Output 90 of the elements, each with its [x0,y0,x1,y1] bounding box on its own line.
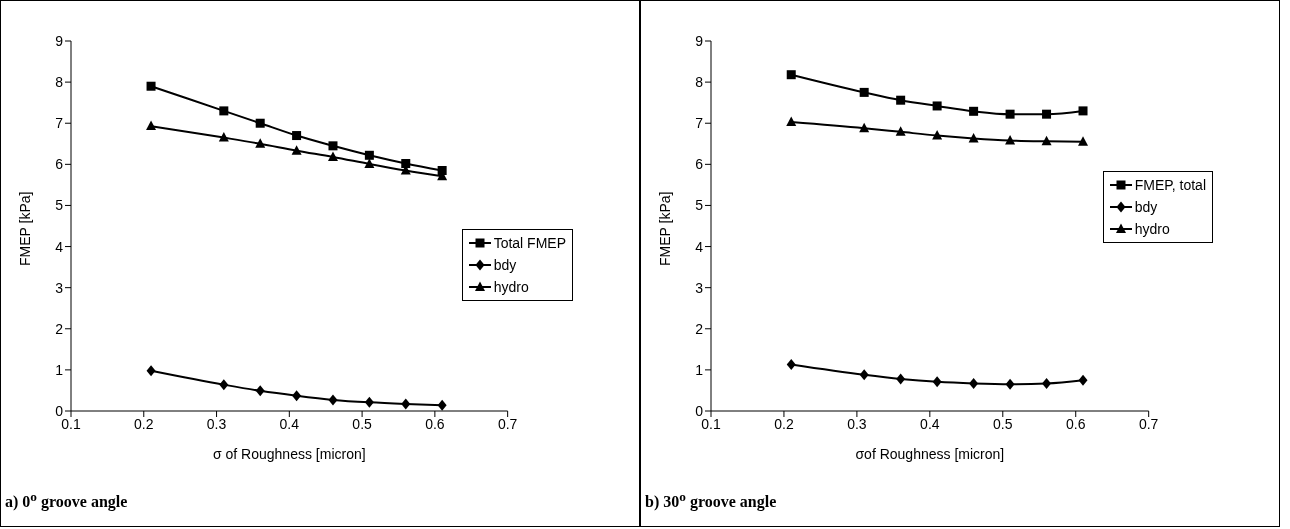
point [364,158,375,168]
x-tick-label: 0.7 [497,415,518,432]
x-tick-label: 0.1 [701,415,721,432]
y-tick-label: 2 [695,320,704,337]
x-tick-label: 0.2 [134,415,154,432]
y-tick-label: 4 [55,238,64,255]
point [1078,374,1088,386]
point [1005,378,1015,390]
x-tick-label: 0.7 [1138,415,1159,432]
point [146,365,156,377]
legend-label: Total FMEP [493,235,566,251]
y-tick-label: 0 [55,402,64,419]
point [786,116,797,126]
y-tick-label: 0 [695,402,704,419]
point [146,81,156,91]
legend-label: bdy [493,257,517,273]
point [146,120,157,131]
point [932,130,943,140]
y-tick-label: 1 [695,361,704,378]
text: a) 0$^{o}$ groove angle [5,489,128,511]
point [328,394,338,406]
point [327,151,338,161]
point [364,150,374,160]
point [1042,377,1052,389]
point [1041,135,1052,146]
point [219,106,229,116]
x-tick-label: 0.2 [774,415,794,432]
point [932,101,942,111]
point [859,122,870,133]
point [969,377,979,389]
point [1005,109,1015,119]
y-tick-label: 6 [55,156,64,173]
x-tick-label: 0.4 [279,415,300,432]
x-tick-label: 0.6 [425,415,445,432]
point [401,159,411,169]
point [218,132,229,142]
y-tick-label: 8 [55,74,64,91]
y-axis-title: FMEP [kPa] [16,191,33,266]
y-tick-label: 2 [55,320,64,337]
y-tick-label: 5 [55,197,64,214]
point [1042,109,1052,119]
y-tick-label: 7 [695,115,704,132]
point [437,399,447,411]
y-tick-label: 9 [695,32,704,49]
point [1078,136,1089,146]
y-tick-label: 5 [695,197,704,214]
x-tick-label: 0.3 [847,415,867,432]
point [292,390,302,402]
point [255,118,265,128]
y-tick-label: 3 [695,279,704,296]
legend-label: hydro [1134,221,1170,237]
point [896,373,906,385]
point [219,379,229,391]
legend-label: bdy [1134,199,1158,215]
legend-label: hydro [493,279,529,295]
point [291,145,302,155]
y-axis-title: FMEP [kPa] [656,191,673,266]
legend-label: FMEP, total [1134,177,1206,193]
y-tick-label: 8 [695,74,704,91]
x-tick-label: 0.1 [61,415,81,432]
point [932,376,942,388]
point [896,95,906,105]
point [969,106,979,116]
y-tick-label: 9 [55,32,64,49]
x-tick-label: 0.4 [920,415,940,432]
point [895,126,906,136]
x-tick-label: 0.5 [993,415,1013,432]
y-tick-label: 4 [695,238,704,255]
x-tick-label: 0.3 [206,415,227,432]
y-tick-label: 7 [55,115,64,132]
point [786,70,796,80]
point [401,398,411,410]
text: b) 30$^{o}$ groove angle [645,489,777,511]
x-tick-label: 0.6 [1065,415,1086,432]
point [859,87,869,97]
point [255,385,265,397]
point [859,369,869,381]
point [786,359,796,371]
point [364,396,374,408]
y-tick-label: 3 [55,279,64,296]
point [328,141,338,151]
y-tick-label: 6 [695,156,704,173]
x-tick-label: 0.5 [352,415,373,432]
point [292,131,302,141]
point [968,132,979,143]
x-axis-title: σ of Roughness [micron] [213,446,366,462]
x-axis-title: σof Roughness [micron] [855,446,1005,462]
y-tick-label: 1 [55,361,64,378]
point [1078,106,1088,116]
point [255,138,266,148]
